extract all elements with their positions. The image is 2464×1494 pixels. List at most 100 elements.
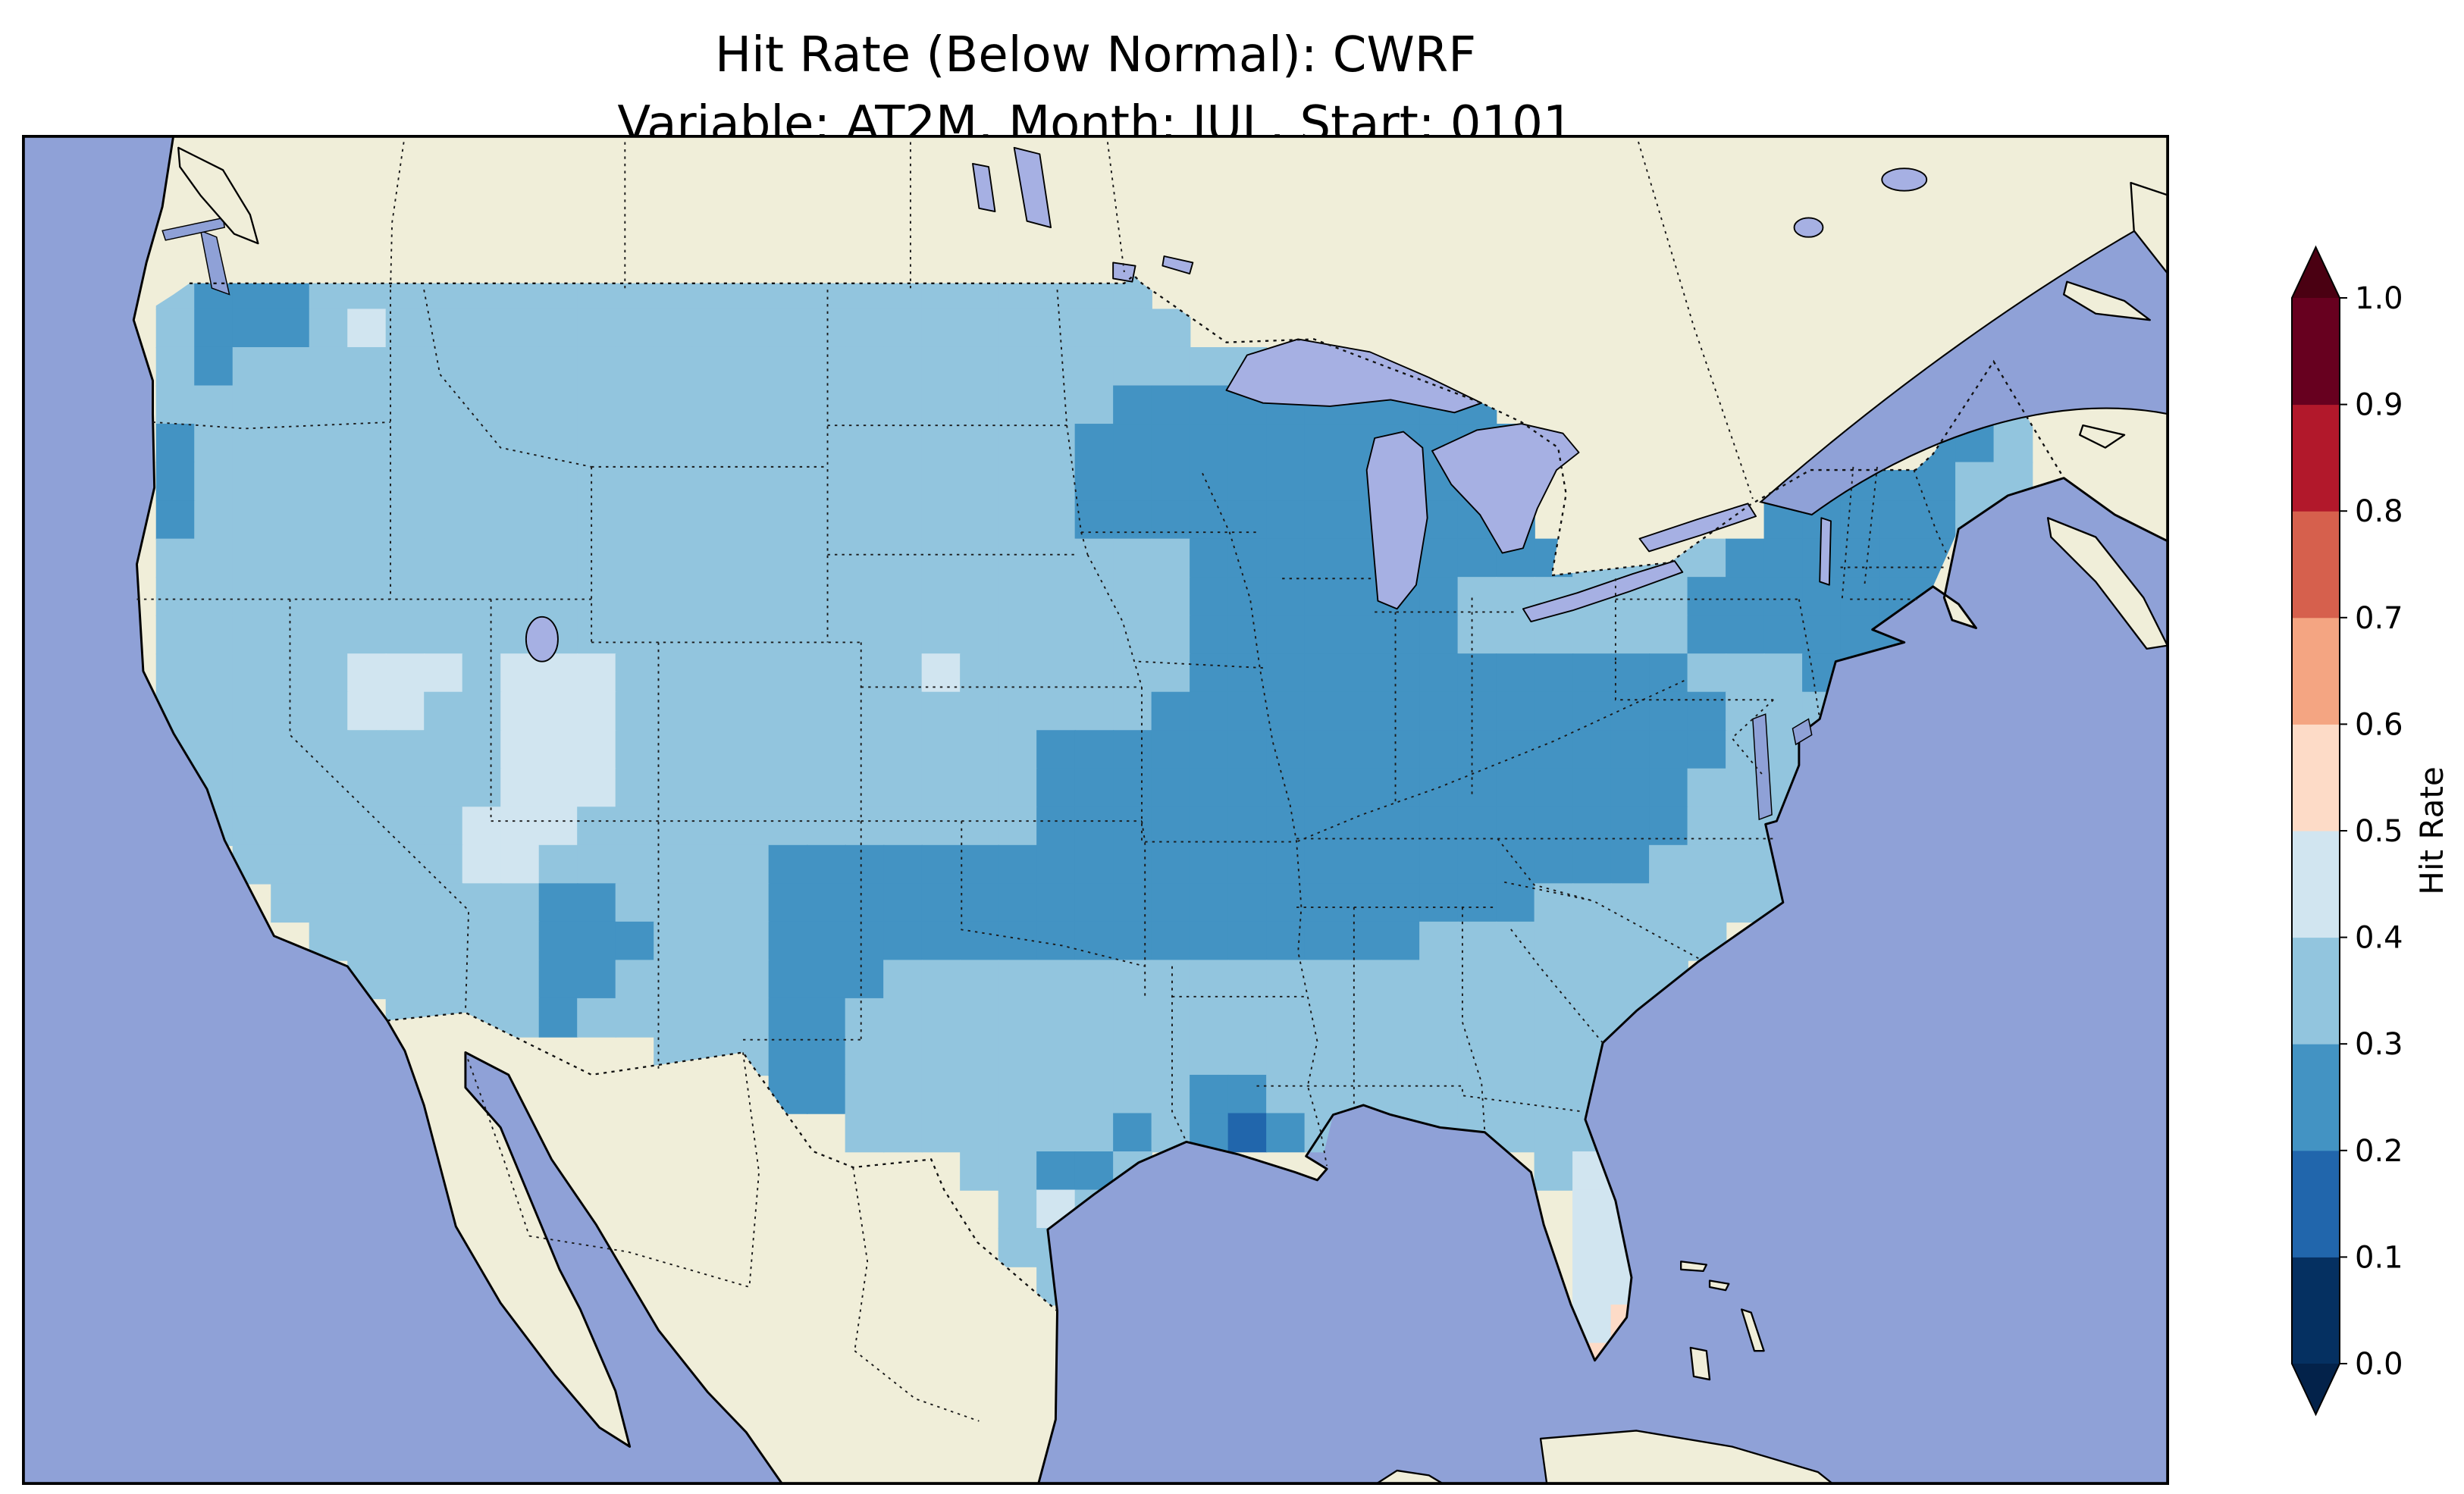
grid-cell (883, 844, 923, 885)
grid-cell (960, 538, 999, 578)
grid-cell (424, 768, 463, 808)
grid-cell (1343, 615, 1382, 655)
grid-cell (768, 385, 808, 425)
grid-cell (615, 653, 655, 693)
grid-cell (998, 807, 1038, 847)
grid-cell (1227, 538, 1268, 578)
grid-cell (691, 998, 732, 1038)
grid-cell (424, 462, 463, 502)
grid-cell (424, 883, 463, 923)
coastline-path (132, 135, 2169, 1485)
grid-cell (807, 615, 846, 655)
grid-cell (1649, 653, 1688, 693)
grid-cell (921, 998, 961, 1038)
grid-cell (1457, 807, 1497, 847)
grid-cell (500, 998, 540, 1038)
grid-cell (807, 346, 846, 387)
grid-cell (424, 615, 463, 655)
grid-cell (1113, 309, 1152, 349)
grid-cell (1419, 844, 1459, 885)
grid-cell (921, 538, 961, 578)
grid-cell (1036, 807, 1076, 847)
grid-cell (1726, 538, 1765, 578)
grid-cell (1304, 653, 1344, 693)
grid-cell (500, 807, 540, 847)
grid-cell (654, 691, 693, 731)
grid-cell (1419, 577, 1459, 616)
grid-cell (1572, 691, 1612, 731)
grid-cell (462, 385, 502, 425)
grid-cell (385, 615, 425, 655)
grid-cell (1190, 346, 1229, 387)
grid-cell (1343, 1036, 1382, 1076)
grid-cell (538, 768, 578, 808)
grid-cell (1266, 538, 1306, 578)
grid-cell (960, 577, 999, 616)
grid-cell (845, 807, 885, 847)
grid-cell (730, 960, 770, 1000)
grid-cell (730, 653, 770, 693)
map-panel (22, 135, 2169, 1485)
puget-sound (199, 230, 230, 296)
grid-cell (385, 424, 425, 463)
grid-cell (1036, 691, 1076, 731)
grid-cell (1457, 653, 1497, 693)
grid-cell (500, 346, 540, 387)
grid-cell (807, 691, 846, 731)
grid-cell (615, 691, 655, 731)
cuba (1539, 1430, 1835, 1485)
colorbar-tick-label: 0.2 (2355, 1134, 2403, 1169)
grid-cell (845, 1074, 885, 1114)
grid-cell (1036, 1151, 1076, 1191)
grid-cell (960, 462, 999, 502)
grid-cell (1113, 500, 1152, 540)
grid-cell (1687, 883, 1727, 923)
grid-cell (654, 577, 693, 616)
grid-cell (1036, 1074, 1076, 1114)
grid-cell (1572, 1228, 1612, 1267)
grid-cell (271, 424, 310, 463)
grid-cell (1955, 462, 1995, 502)
grid-cell (424, 309, 463, 349)
grid-cell (1190, 653, 1229, 693)
grid-cell (1190, 385, 1229, 425)
grid-cell (194, 538, 234, 578)
grid-cell (1343, 768, 1382, 808)
grid-cell (768, 577, 808, 616)
grid-cell (1074, 385, 1114, 425)
grid-cell (1381, 807, 1421, 847)
grid-cell (577, 385, 616, 425)
grid-cell (1036, 998, 1076, 1038)
grid-cell (1227, 960, 1268, 1000)
grid-cell (347, 500, 387, 540)
grid-cell (1151, 500, 1191, 540)
grid-cell (1113, 998, 1152, 1038)
grid-cell (1074, 1113, 1114, 1153)
colorbar-under-arrow (2292, 1364, 2340, 1414)
grid-cell (730, 998, 770, 1038)
grid-cell (1457, 768, 1497, 808)
grid-cell (1457, 1036, 1497, 1076)
grid-cell (883, 807, 923, 847)
grid-cell (960, 1151, 999, 1191)
grid-cell (1343, 960, 1382, 1000)
grid-cell (1266, 615, 1306, 655)
grid-cell (807, 538, 846, 578)
colorbar-tick-label: 0.8 (2355, 494, 2403, 529)
grid-cell (232, 309, 272, 349)
grid-cell (1227, 462, 1268, 502)
grid-cell (155, 653, 196, 693)
grid-cell (424, 424, 463, 463)
grid-cell (1993, 424, 2033, 463)
grid-cell (691, 309, 732, 349)
grid-cell (194, 653, 234, 693)
grid-cell (1343, 730, 1382, 770)
grid-cell (1190, 807, 1229, 847)
grid-cell (883, 385, 923, 425)
grid-cell (309, 730, 349, 770)
grid-cell (1151, 730, 1191, 770)
grid-cell (1190, 500, 1229, 540)
grid-cell (1381, 691, 1421, 731)
title-line-1: Hit Rate (Below Normal): CWRF (715, 27, 1476, 83)
